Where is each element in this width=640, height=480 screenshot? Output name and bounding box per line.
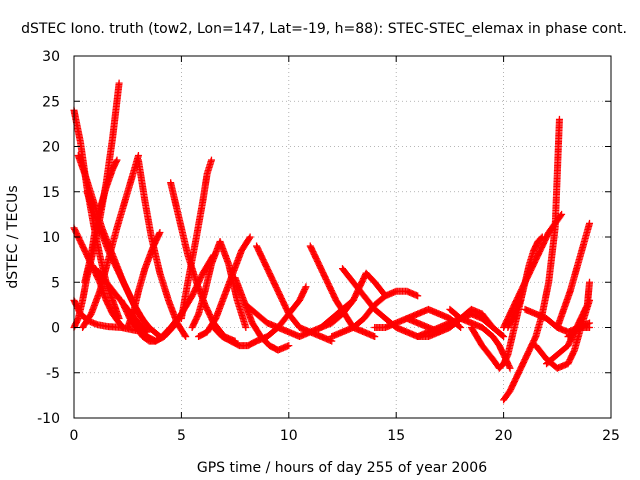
y-tick-label: -5 [46,366,60,382]
data-point [302,283,310,291]
series-19 [231,274,293,354]
y-tick-label: 30 [42,49,60,65]
data-point [455,322,463,330]
series-25 [339,265,443,341]
y-tick-label: 10 [42,230,60,246]
y-tick-label: 0 [51,321,60,337]
series-29 [446,305,514,372]
series-35 [532,296,594,372]
data-point [500,333,508,341]
data-point [242,324,250,331]
data-point [586,324,594,331]
x-axis-label: GPS time / hours of day 255 of year 2006 [197,460,487,476]
grid [74,56,611,418]
series-13 [134,156,190,341]
x-tick-label: 5 [177,428,186,444]
data-point [586,278,594,286]
data-point [537,234,545,242]
tick-labels: 0 5 10 15 20 25 -10 -5 0 5 10 15 20 25 30 [37,49,620,444]
data-point [498,332,506,340]
data-point [506,364,514,372]
chart-title: dSTEC Iono. truth (tow2, Lon=147, Lat=-1… [21,21,627,37]
series-15 [177,156,215,322]
series-17 [195,233,254,341]
data-point [113,156,121,164]
data-point [371,333,379,341]
data-layer [70,79,594,404]
data-point [558,210,566,218]
series-33 [504,233,546,331]
data-point [414,292,422,300]
data-point [457,324,465,331]
ticks [73,55,612,419]
data-point [557,212,565,220]
data-point [538,233,546,241]
data-point [555,115,563,123]
y-axis-label: dSTEC / TECUs [5,185,21,288]
y-tick-label: -10 [37,411,60,427]
data-point [207,156,215,164]
data-point [181,331,189,339]
series-38 [564,324,594,341]
x-tick-label: 25 [602,428,620,444]
x-tick-label: 15 [387,428,405,444]
x-tick-label: 10 [280,428,298,444]
y-tick-label: 25 [42,94,60,110]
series-7 [81,156,121,286]
data-point [115,79,123,87]
series-28 [414,310,508,341]
data-point [156,228,164,236]
series-26 [371,305,465,331]
data-point [285,342,293,350]
data-point [246,233,254,241]
x-tick-label: 20 [495,428,513,444]
y-tick-label: 20 [42,140,60,156]
data-point [586,219,594,227]
y-tick-label: 15 [42,185,60,201]
data-point [245,234,253,242]
data-point [182,333,190,341]
series-22 [306,242,379,341]
series-37 [553,219,594,331]
y-tick-label: 5 [51,275,60,291]
x-tick-label: 0 [70,428,79,444]
series-30 [467,296,525,372]
